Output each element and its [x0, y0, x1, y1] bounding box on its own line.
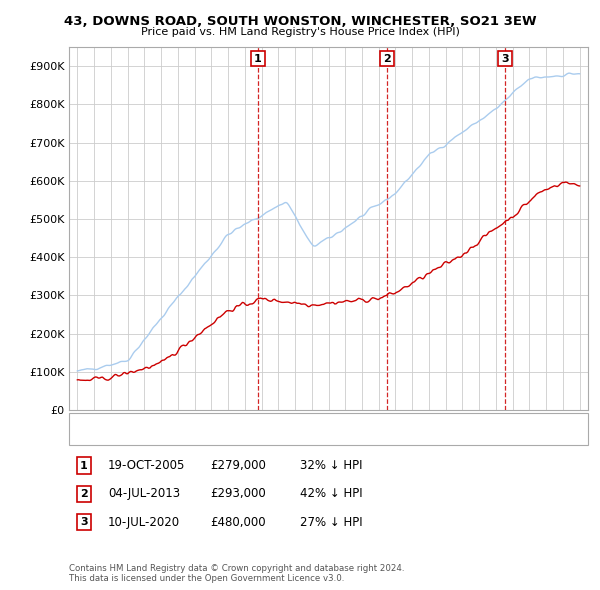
Text: 1: 1: [254, 54, 262, 64]
Text: 2: 2: [383, 54, 391, 64]
Text: £279,000: £279,000: [210, 459, 266, 472]
Text: 3: 3: [80, 517, 88, 527]
Text: 32% ↓ HPI: 32% ↓ HPI: [300, 459, 362, 472]
Text: 27% ↓ HPI: 27% ↓ HPI: [300, 516, 362, 529]
Text: HPI: Average price, detached house, Winchester: HPI: Average price, detached house, Winc…: [106, 431, 358, 441]
Text: 10-JUL-2020: 10-JUL-2020: [108, 516, 180, 529]
Text: £293,000: £293,000: [210, 487, 266, 500]
Text: 19-OCT-2005: 19-OCT-2005: [108, 459, 185, 472]
Text: 43, DOWNS ROAD, SOUTH WONSTON, WINCHESTER, SO21 3EW: 43, DOWNS ROAD, SOUTH WONSTON, WINCHESTE…: [64, 15, 536, 28]
Text: Contains HM Land Registry data © Crown copyright and database right 2024.
This d: Contains HM Land Registry data © Crown c…: [69, 563, 404, 583]
Text: 04-JUL-2013: 04-JUL-2013: [108, 487, 180, 500]
Text: 2: 2: [80, 489, 88, 499]
Text: 1: 1: [80, 461, 88, 470]
Text: £480,000: £480,000: [210, 516, 266, 529]
Text: Price paid vs. HM Land Registry's House Price Index (HPI): Price paid vs. HM Land Registry's House …: [140, 27, 460, 37]
Text: 43, DOWNS ROAD, SOUTH WONSTON, WINCHESTER, SO21 3EW (detached house): 43, DOWNS ROAD, SOUTH WONSTON, WINCHESTE…: [106, 417, 534, 427]
Text: 42% ↓ HPI: 42% ↓ HPI: [300, 487, 362, 500]
Text: 3: 3: [501, 54, 509, 64]
